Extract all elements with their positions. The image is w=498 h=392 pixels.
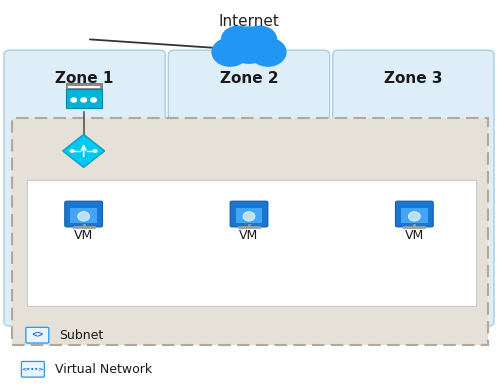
FancyBboxPatch shape [26, 327, 49, 343]
FancyBboxPatch shape [4, 50, 165, 326]
Circle shape [90, 97, 97, 103]
Text: <>: <> [31, 331, 44, 339]
FancyBboxPatch shape [70, 208, 97, 223]
Circle shape [408, 212, 420, 221]
Circle shape [243, 25, 277, 53]
FancyBboxPatch shape [66, 83, 102, 91]
Circle shape [212, 38, 249, 67]
Polygon shape [63, 134, 105, 167]
FancyBboxPatch shape [395, 201, 433, 227]
Text: Internet: Internet [219, 14, 279, 29]
Circle shape [70, 97, 77, 103]
Text: VM: VM [240, 229, 258, 242]
FancyBboxPatch shape [21, 361, 44, 377]
Text: Subnet: Subnet [59, 328, 103, 342]
Circle shape [249, 38, 286, 67]
FancyBboxPatch shape [333, 50, 494, 326]
Circle shape [80, 97, 87, 103]
Text: VM: VM [74, 229, 93, 242]
Text: <•••>: <•••> [21, 367, 44, 372]
FancyBboxPatch shape [230, 201, 268, 227]
Circle shape [70, 149, 75, 153]
FancyBboxPatch shape [65, 201, 103, 227]
Text: VM: VM [405, 229, 424, 242]
FancyBboxPatch shape [66, 89, 102, 108]
FancyBboxPatch shape [236, 208, 262, 223]
Circle shape [93, 149, 98, 153]
FancyBboxPatch shape [224, 48, 274, 59]
Text: Zone 3: Zone 3 [384, 71, 443, 85]
FancyBboxPatch shape [12, 118, 488, 345]
Text: Zone 2: Zone 2 [220, 71, 278, 85]
Circle shape [78, 212, 90, 221]
FancyBboxPatch shape [168, 50, 330, 326]
FancyBboxPatch shape [401, 208, 428, 223]
Circle shape [225, 26, 273, 64]
Circle shape [243, 212, 255, 221]
Text: Virtual Network: Virtual Network [55, 363, 152, 376]
Text: Zone 1: Zone 1 [55, 71, 114, 85]
FancyBboxPatch shape [27, 180, 476, 306]
Circle shape [221, 25, 255, 53]
